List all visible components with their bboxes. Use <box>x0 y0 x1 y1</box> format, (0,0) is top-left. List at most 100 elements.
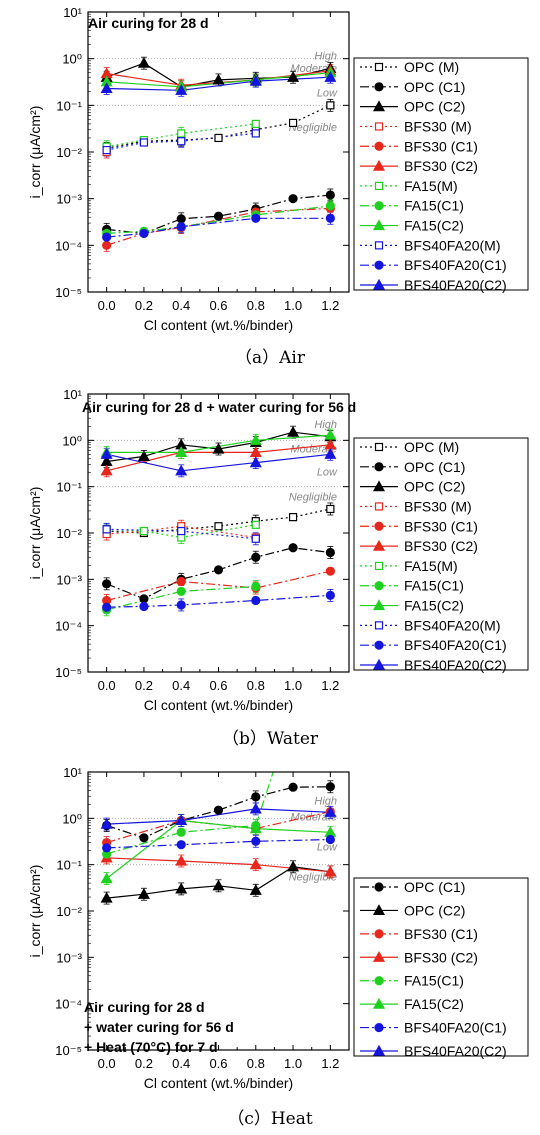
x-tick-label: 0.0 <box>98 298 116 313</box>
zone-label-low: Low <box>317 842 338 854</box>
data-point-fa15-c2- <box>100 872 113 884</box>
legend-marker <box>374 260 384 270</box>
legend-entry-label: FA15(M) <box>404 178 458 194</box>
data-point-bfs30-c2- <box>249 858 262 870</box>
legend-entry-label: FA15(C1) <box>404 578 464 594</box>
data-point-opc-c1- <box>325 547 335 558</box>
legend-marker <box>372 278 386 290</box>
zone-label-low: Low <box>317 466 338 478</box>
data-point-bfs30-c1- <box>325 566 335 576</box>
data-point-opc-c2- <box>137 56 150 68</box>
zone-label-negligible: Negligible <box>289 122 337 134</box>
x-tick-label: 1.2 <box>321 1056 339 1071</box>
y-tick-label: 10⁻³ <box>56 950 82 965</box>
data-point-opc-c1- <box>213 211 224 221</box>
y-axis-label: i_corr (μA/cm²) <box>27 865 43 958</box>
x-tick-label: 0.6 <box>209 678 227 693</box>
data-point-bfs40fa20-c1- <box>102 232 112 242</box>
legend-entry-label: OPC (C1) <box>404 459 465 475</box>
data-point-fa15-c1- <box>176 827 186 837</box>
data-point-opc-c1- <box>139 833 149 843</box>
y-tick-label: 10⁻⁵ <box>55 285 82 300</box>
legend-marker <box>374 181 384 191</box>
zone-label-low: Low <box>317 87 338 99</box>
legend-marker <box>374 241 384 250</box>
data-point-fa15-c1- <box>325 201 335 211</box>
data-point-bfs40fa20-c2- <box>175 814 188 826</box>
legend-marker <box>372 100 386 112</box>
data-point-bfs40fa20-c1- <box>251 595 261 606</box>
data-point-bfs40fa20-c1- <box>176 222 186 232</box>
data-point-bfs30-c1- <box>102 240 112 250</box>
data-point-bfs40fa20-c2- <box>175 464 188 476</box>
series-line-bfs40fa20-m- <box>106 132 256 151</box>
data-point-opc-m- <box>326 504 335 514</box>
data-point-bfs30-c1- <box>176 576 186 587</box>
zone-label-negligible: Negligible <box>289 872 337 884</box>
legend-marker <box>374 201 384 211</box>
legend-marker <box>372 951 386 962</box>
series-line-bfs30-m- <box>106 525 256 539</box>
caption-c: （c）Heat <box>227 1109 313 1129</box>
legend-marker <box>374 62 384 72</box>
data-point-bfs40fa20-c2- <box>100 82 113 94</box>
legend-marker <box>372 658 386 670</box>
legend-marker <box>372 159 386 171</box>
series-line-bfs30-c1- <box>106 570 331 602</box>
x-tick-label: 0.6 <box>209 1056 227 1071</box>
data-point-opc-c1- <box>102 579 112 589</box>
legend-marker <box>372 480 386 492</box>
data-point-bfs40fa20-c1- <box>139 228 149 239</box>
legend-marker <box>374 502 384 511</box>
y-tick-label: 10¹ <box>63 5 82 20</box>
x-tick-label: 0.4 <box>172 678 190 693</box>
series-group <box>103 56 334 252</box>
data-point-bfs40fa20-c1- <box>325 590 335 601</box>
y-tick-label: 10⁻³ <box>56 572 82 587</box>
data-point-opc-c2- <box>212 73 225 85</box>
zone-label-moderate: Moderate <box>291 811 337 823</box>
chart-title-line: Air curing for 28 d <box>84 999 205 1015</box>
plot-frame <box>87 11 350 293</box>
data-point-bfs40fa20-c2- <box>324 448 337 459</box>
y-tick-label: 10¹ <box>63 387 82 402</box>
legend-entry-label: BFS30 (C1) <box>404 138 478 154</box>
x-tick-label: 1.2 <box>321 298 339 313</box>
x-tick-label: 0.0 <box>98 1056 116 1071</box>
legend-box <box>353 437 529 671</box>
data-point-bfs40fa20-m- <box>102 145 111 155</box>
data-point-bfs40fa20-m- <box>177 526 186 536</box>
data-point-opc-c1- <box>251 552 261 562</box>
chart-panel-2: High Moderate Low Negligible 0.0 0.2 0.4 0.6 0.8… <box>27 765 529 1091</box>
series-line-fa15-c1- <box>106 772 274 855</box>
data-point-opc-c2- <box>212 442 225 454</box>
chart-title-line: Air curing for 28 d + water curing for 5… <box>82 399 356 415</box>
y-tick-label: 10⁻⁴ <box>55 619 82 634</box>
y-tick-label: 10⁻² <box>56 145 82 160</box>
data-point-bfs40fa20-c2- <box>249 456 262 468</box>
data-point-fa15-c1- <box>176 586 186 596</box>
x-axis-label: Cl content (wt.%/binder) <box>144 1075 293 1091</box>
data-point-fa15-c1- <box>251 581 261 592</box>
data-point-opc-c1- <box>325 190 335 200</box>
data-point-opc-c1- <box>176 214 186 224</box>
data-point-opc-m- <box>214 133 223 143</box>
legend-entry-label: BFS40FA20(C2) <box>404 277 507 293</box>
legend-marker <box>372 997 386 1009</box>
data-point-opc-c2- <box>212 879 225 891</box>
legend-entry-label: FA15(C1) <box>404 198 464 214</box>
x-tick-label: 1.0 <box>284 678 302 693</box>
x-tick-label: 1.0 <box>284 298 302 313</box>
legend-entry-label: BFS30 (C2) <box>404 949 478 965</box>
data-point-fa15-m- <box>251 520 260 529</box>
data-point-opc-c2- <box>287 71 300 82</box>
data-point-bfs30-c2- <box>249 446 262 457</box>
data-point-opc-c1- <box>288 194 298 204</box>
data-point-fa15-c2- <box>324 428 337 440</box>
series-line-fa15-m- <box>106 123 256 148</box>
legend-marker <box>372 1044 386 1056</box>
series-line-bfs40fa20-c2- <box>106 453 331 472</box>
legend-marker <box>374 521 384 531</box>
data-point-bfs40fa20-c1- <box>102 843 112 853</box>
